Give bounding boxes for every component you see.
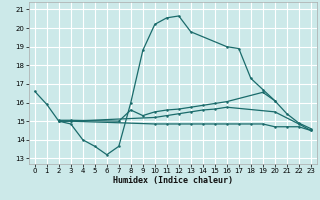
X-axis label: Humidex (Indice chaleur): Humidex (Indice chaleur) <box>113 176 233 185</box>
